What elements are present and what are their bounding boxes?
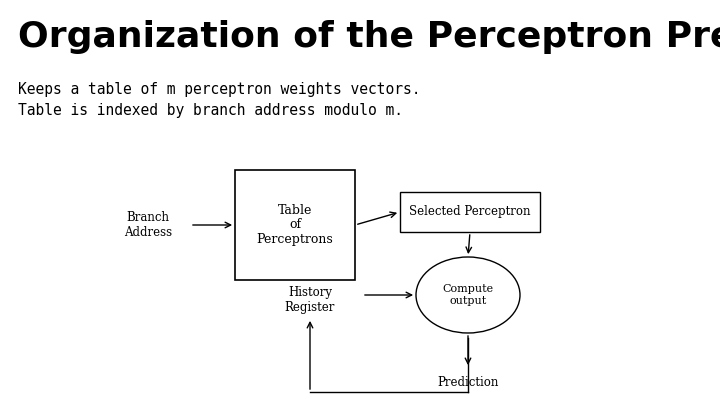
Ellipse shape: [416, 257, 520, 333]
Text: Table is indexed by branch address modulo m.: Table is indexed by branch address modul…: [18, 103, 403, 118]
Text: History
Register: History Register: [285, 286, 336, 314]
Text: Keeps a table of m perceptron weights vectors.: Keeps a table of m perceptron weights ve…: [18, 82, 420, 97]
Bar: [400, 192, 540, 232]
Text: Compute
output: Compute output: [442, 284, 494, 306]
Text: Prediction: Prediction: [437, 375, 499, 388]
Text: Table
of
Perceptrons: Table of Perceptrons: [256, 203, 333, 247]
Text: Branch
Address: Branch Address: [124, 211, 172, 239]
Bar: [235, 170, 355, 280]
Text: Selected Perceptron: Selected Perceptron: [409, 205, 531, 219]
Text: Organization of the Perceptron Predictor: Organization of the Perceptron Predictor: [18, 20, 720, 54]
